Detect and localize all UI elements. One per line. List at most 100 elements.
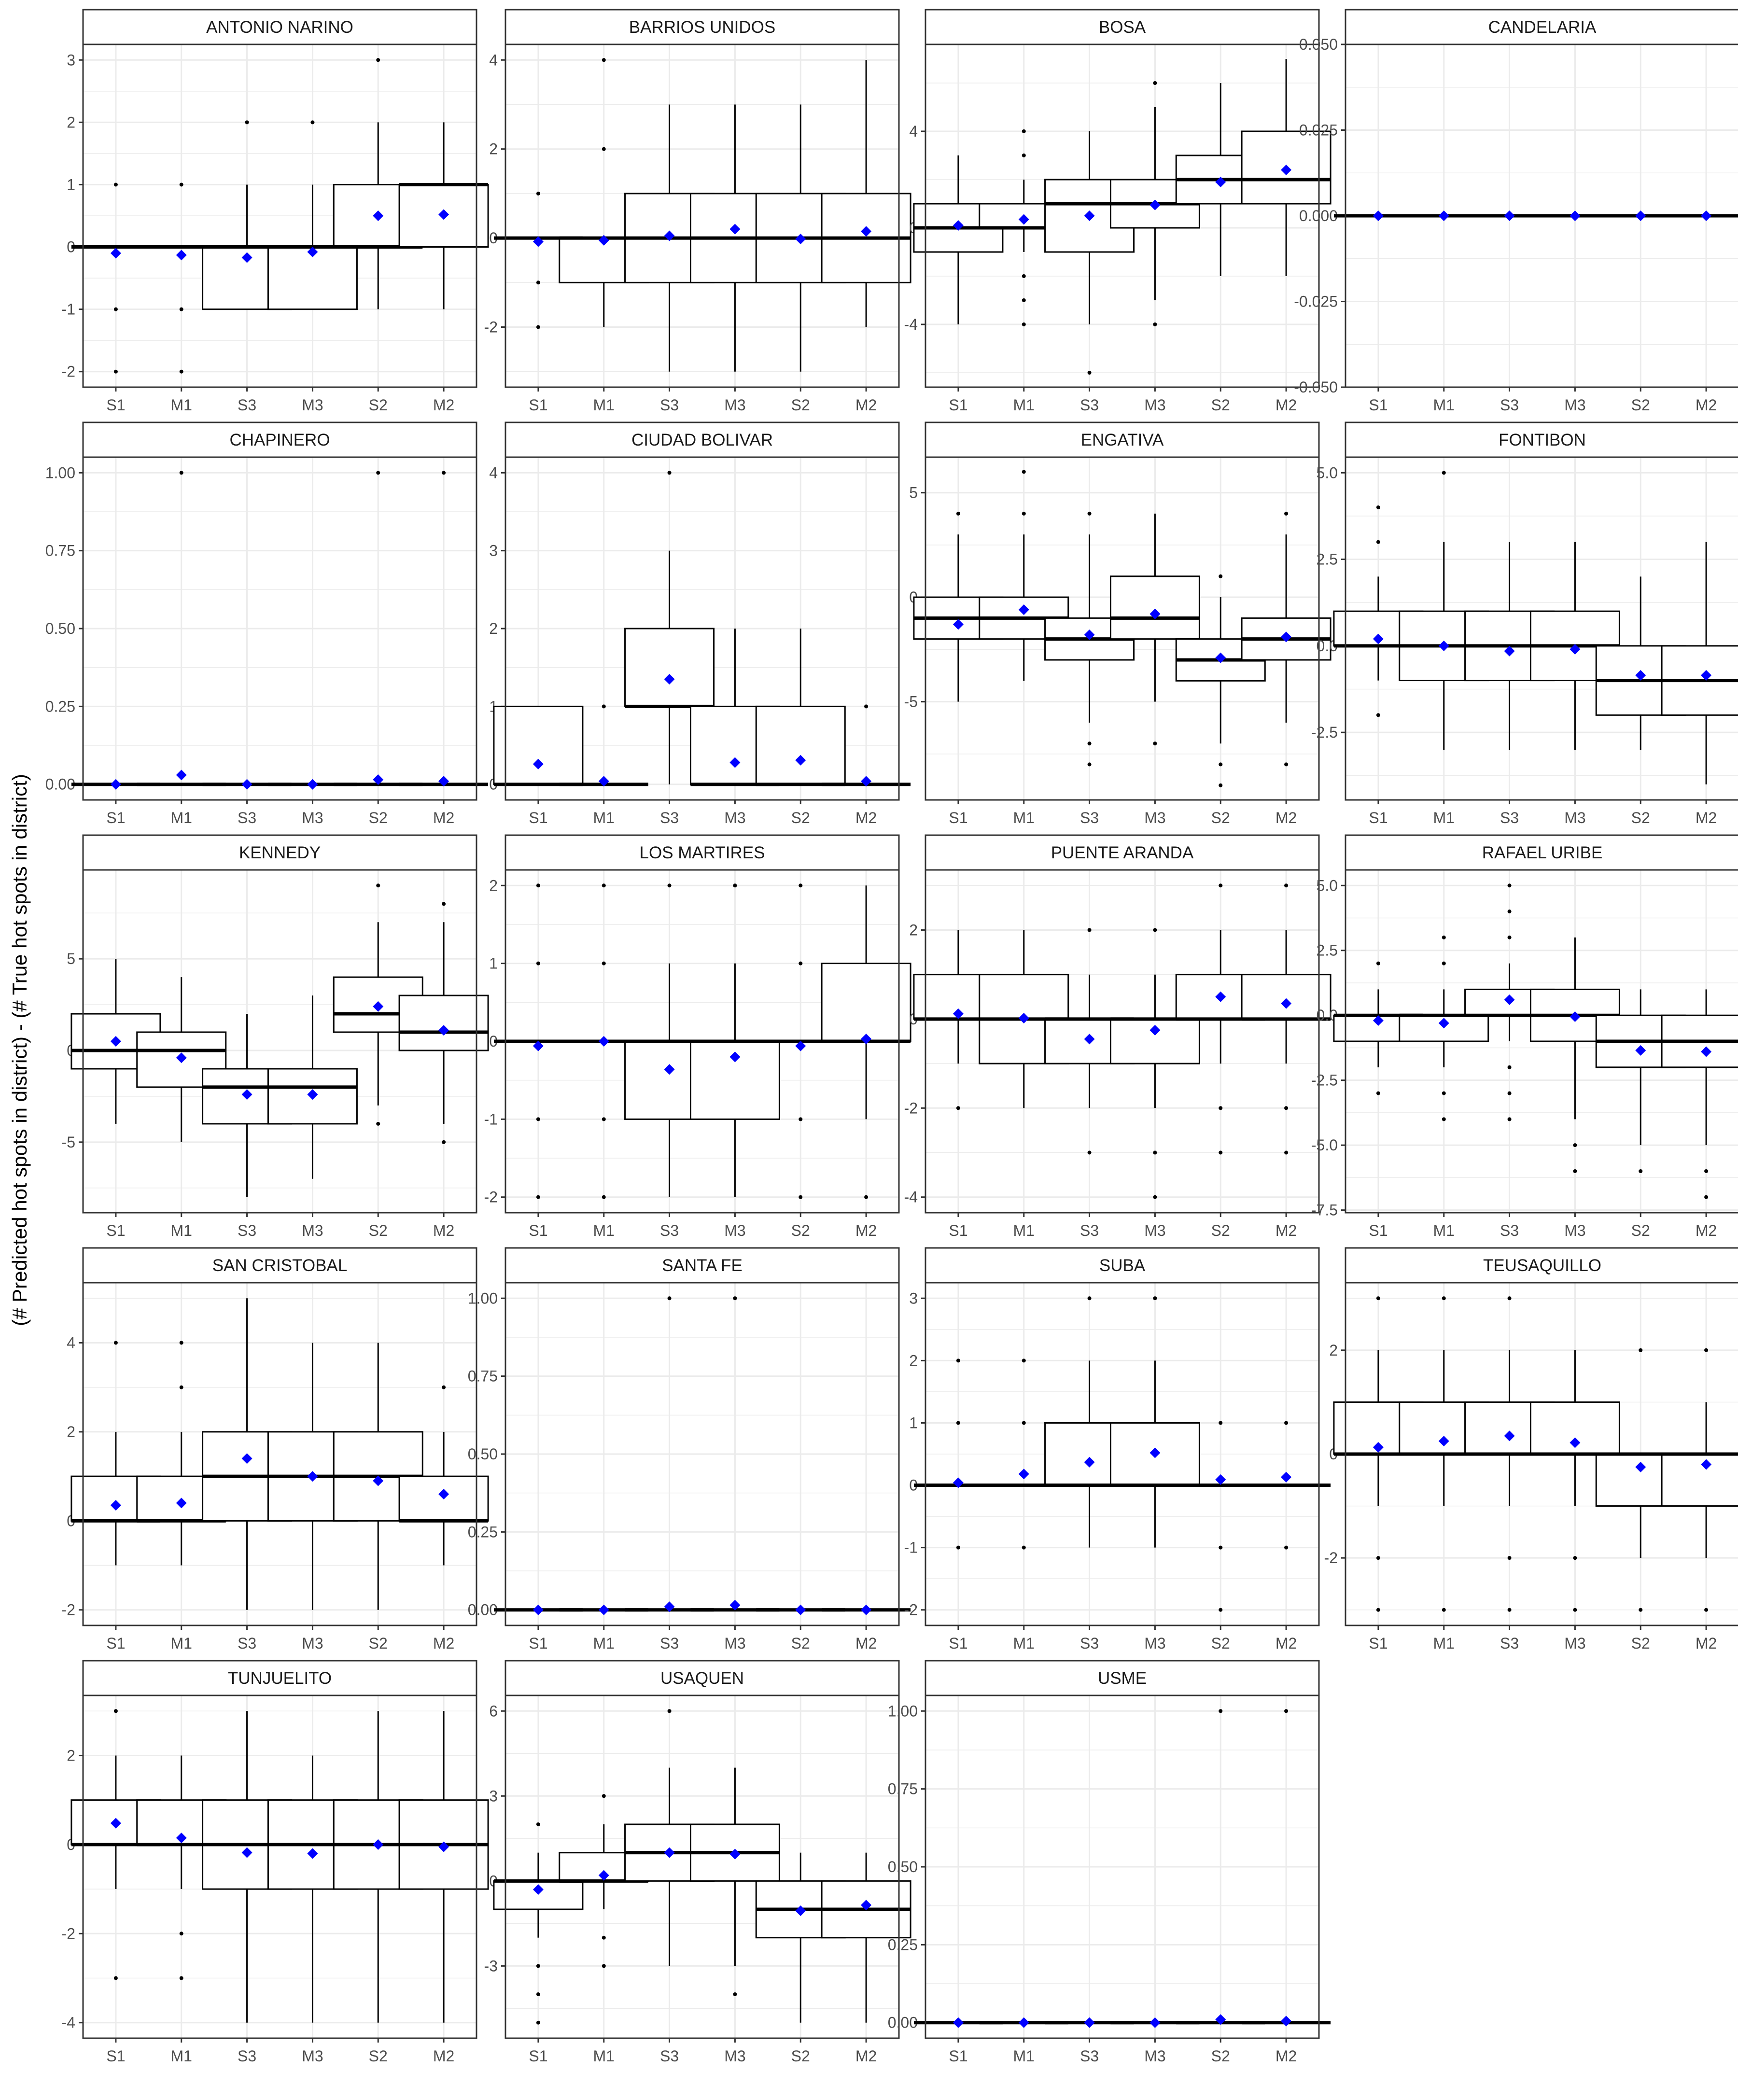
- box-m2: [1661, 989, 1738, 1199]
- x-tick-label: S3: [238, 2047, 256, 2065]
- panel-border: [1345, 43, 1738, 388]
- outlier-point: [442, 1385, 446, 1389]
- outlier-point: [1022, 470, 1026, 474]
- box-m1: [1399, 935, 1489, 1121]
- mean-marker: [1149, 1024, 1161, 1036]
- outlier-point: [1087, 1150, 1092, 1155]
- mean-marker: [307, 1089, 318, 1100]
- strip-title: FONTIBON: [1499, 431, 1586, 449]
- y-tick-label: 0.000: [1299, 207, 1338, 224]
- outlier-point: [1507, 1556, 1512, 1560]
- x-tick-label: M2: [855, 1222, 877, 1239]
- outlier-point: [442, 471, 446, 475]
- y-tick-label: -3: [484, 1957, 498, 1974]
- x-tick-label: S1: [529, 809, 547, 826]
- outlier-point: [536, 1992, 540, 1997]
- mean-marker: [1373, 633, 1384, 644]
- mean-marker: [1084, 210, 1095, 221]
- outlier-point: [1507, 1608, 1512, 1612]
- x-tick-label: M2: [855, 809, 877, 826]
- outlier-point: [1507, 910, 1512, 914]
- x-tick-label: M1: [593, 809, 615, 826]
- outlier-point: [799, 1117, 803, 1121]
- mean-marker: [176, 1498, 187, 1509]
- outlier-point: [1507, 1296, 1512, 1301]
- outlier-point: [1376, 1556, 1380, 1560]
- y-tick-label: -2: [62, 363, 75, 380]
- box-m2: [398, 122, 489, 309]
- mean-marker: [953, 220, 964, 231]
- x-tick-label: M2: [1696, 1635, 1717, 1652]
- box-m2: [398, 902, 489, 1144]
- y-tick-label: 0.50: [888, 1858, 918, 1876]
- outlier-point: [1087, 1296, 1092, 1301]
- mean-marker: [176, 250, 187, 261]
- mean-marker: [110, 1818, 121, 1829]
- mean-marker: [664, 230, 675, 241]
- mean-marker: [176, 770, 187, 781]
- panel-border: [82, 43, 477, 388]
- y-tick-label: -2: [62, 1601, 75, 1619]
- strip-ciudad-bolivar: [505, 421, 900, 458]
- mean-marker: [861, 1900, 872, 1911]
- x-tick-label: M1: [1433, 1635, 1455, 1652]
- box-m3: [689, 1767, 780, 1997]
- mean-marker: [795, 233, 806, 244]
- x-tick-label: M2: [855, 2047, 877, 2065]
- mean-marker: [1149, 1447, 1161, 1458]
- y-tick-label: 2: [1329, 1342, 1338, 1359]
- y-tick-label: 0: [489, 1033, 498, 1050]
- outlier-point: [1022, 1545, 1026, 1550]
- panel-candelaria: CANDELARIA -0.050 -0.025 0.000 0.025 0.050 S1 M…: [1294, 9, 1738, 414]
- outlier-point: [1219, 1608, 1223, 1612]
- outlier-point: [1704, 1608, 1709, 1612]
- x-tick-label: S3: [660, 809, 679, 826]
- outlier-point: [1704, 1195, 1709, 1199]
- box-m1: [559, 704, 648, 787]
- x-tick-label: S1: [949, 1222, 967, 1239]
- x-tick-label: M2: [855, 396, 877, 414]
- mean-marker: [598, 776, 609, 787]
- mean-marker: [664, 1064, 675, 1075]
- mean-marker: [1084, 2017, 1095, 2028]
- mean-marker: [1084, 629, 1095, 640]
- strip-title: RAFAEL URIBE: [1482, 843, 1603, 862]
- outlier-point: [376, 471, 380, 475]
- mean-marker: [861, 776, 872, 787]
- outlier-point: [179, 369, 183, 374]
- panel-border: [505, 456, 900, 801]
- x-tick-label: M3: [1144, 396, 1165, 414]
- mean-marker: [1635, 1045, 1646, 1056]
- outlier-point: [1442, 471, 1446, 475]
- x-tick-label: S3: [1080, 2047, 1099, 2065]
- outlier-point: [536, 883, 540, 888]
- outlier-point: [1376, 961, 1380, 966]
- outlier-point: [1022, 1358, 1026, 1363]
- x-tick-label: S2: [1631, 809, 1650, 826]
- panel-usme: USME 0.00 0.25 0.50 0.75 1.00 S1 M1 S3 M3 S2 M2: [888, 1660, 1331, 2065]
- outlier-point: [1087, 762, 1092, 767]
- y-tick-label: 5.0: [1317, 464, 1338, 481]
- panel-engativa: ENGATIVA-505S1M1S3M3S2M2: [904, 421, 1332, 826]
- outlier-point: [442, 1140, 446, 1144]
- outlier-point: [733, 1296, 737, 1301]
- strip-title: USME: [1098, 1669, 1147, 1688]
- panel-border: [925, 1694, 1320, 2039]
- outlier-point: [1442, 1117, 1446, 1121]
- strip-santa-fe: [505, 1247, 900, 1284]
- y-tick-label: 1.00: [468, 1289, 498, 1307]
- strip-bosa: [925, 9, 1320, 45]
- x-tick-label: M1: [1433, 396, 1455, 414]
- mean-marker: [110, 1036, 121, 1047]
- strip-usaquen: [505, 1660, 900, 1696]
- outlier-point: [113, 182, 118, 187]
- mean-marker: [795, 1905, 806, 1916]
- strip-antonio-narino: [82, 9, 477, 45]
- x-tick-label: M3: [1564, 1222, 1585, 1239]
- mean-marker: [1701, 210, 1712, 221]
- y-tick-label: 2: [67, 1747, 75, 1764]
- mean-marker: [307, 246, 318, 257]
- y-tick-label: 2: [489, 140, 498, 158]
- x-tick-label: S1: [106, 809, 125, 826]
- mean-marker: [373, 774, 384, 785]
